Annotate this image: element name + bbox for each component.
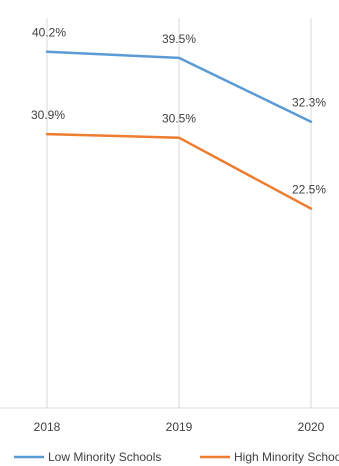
data-label: 40.2% — [32, 26, 66, 40]
x-tick-label: 2019 — [166, 420, 193, 434]
x-tick-label: 2018 — [34, 420, 61, 434]
x-tick-label: 2020 — [298, 420, 325, 434]
gridlines — [46, 18, 312, 408]
x-axis-ticks: 2018 2019 2020 — [34, 420, 325, 434]
data-label: 22.5% — [292, 183, 326, 197]
legend: Low Minority Schools High Minority School… — [14, 450, 339, 464]
series-line-1 — [45, 132, 313, 210]
data-label: 32.3% — [292, 96, 326, 110]
data-label: 30.5% — [162, 112, 196, 126]
series-layer — [45, 50, 313, 210]
legend-label-1: High Minority Schools — [234, 450, 339, 464]
legend-label-0: Low Minority Schools — [48, 450, 161, 464]
data-label: 30.9% — [31, 108, 65, 122]
data-label: 39.5% — [162, 32, 196, 46]
data-labels: 40.2% 39.5% 32.3% 30.9% 30.5% 22.5% — [31, 26, 326, 197]
series-line-0 — [45, 50, 313, 123]
